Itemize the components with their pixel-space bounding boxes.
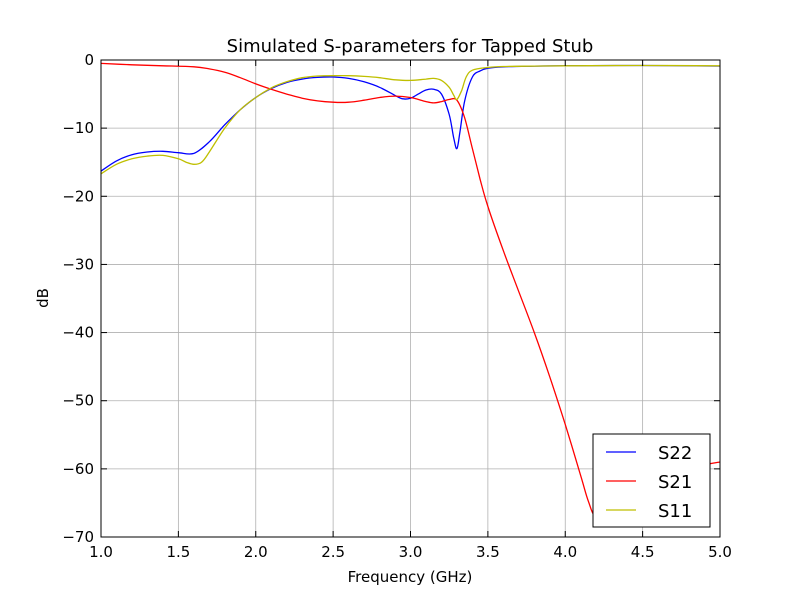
legend-label-s22: S22 <box>658 443 692 464</box>
x-tick-label: 1.5 <box>166 543 190 561</box>
legend: S22 S21 S11 <box>592 433 711 528</box>
axis-ticks: 1.0 1.5 2.0 2.5 3.0 3.5 4.0 4.5 5.0 0 −10 −20 −30 −40… <box>62 51 732 561</box>
series-line-s11 <box>101 64 720 175</box>
y-tick-label: −20 <box>62 187 94 205</box>
x-tick-label: 4.0 <box>553 543 577 561</box>
chart-title: Simulated S-parameters for Tapped Stub <box>227 36 594 57</box>
series-line-s22 <box>101 64 720 172</box>
x-tick-label: 1.0 <box>89 543 113 561</box>
legend-label-s21: S21 <box>658 472 692 493</box>
y-tick-label: −30 <box>62 255 94 273</box>
y-tick-label: −40 <box>62 324 94 342</box>
y-tick-label: −60 <box>62 460 94 478</box>
x-tick-label: 3.0 <box>399 543 423 561</box>
y-tick-label: 0 <box>84 51 94 69</box>
x-tick-label: 2.0 <box>244 543 268 561</box>
x-tick-label: 5.0 <box>708 543 732 561</box>
y-axis-label: dB <box>34 288 52 308</box>
legend-label-s11: S11 <box>658 501 692 522</box>
y-tick-label: −10 <box>62 119 94 137</box>
y-tick-label: −50 <box>62 392 94 410</box>
x-tick-label: 3.5 <box>476 543 500 561</box>
x-tick-label: 4.5 <box>631 543 655 561</box>
x-axis-label: Frequency (GHz) <box>348 568 473 586</box>
y-tick-label: −70 <box>62 528 94 546</box>
x-tick-label: 2.5 <box>321 543 345 561</box>
